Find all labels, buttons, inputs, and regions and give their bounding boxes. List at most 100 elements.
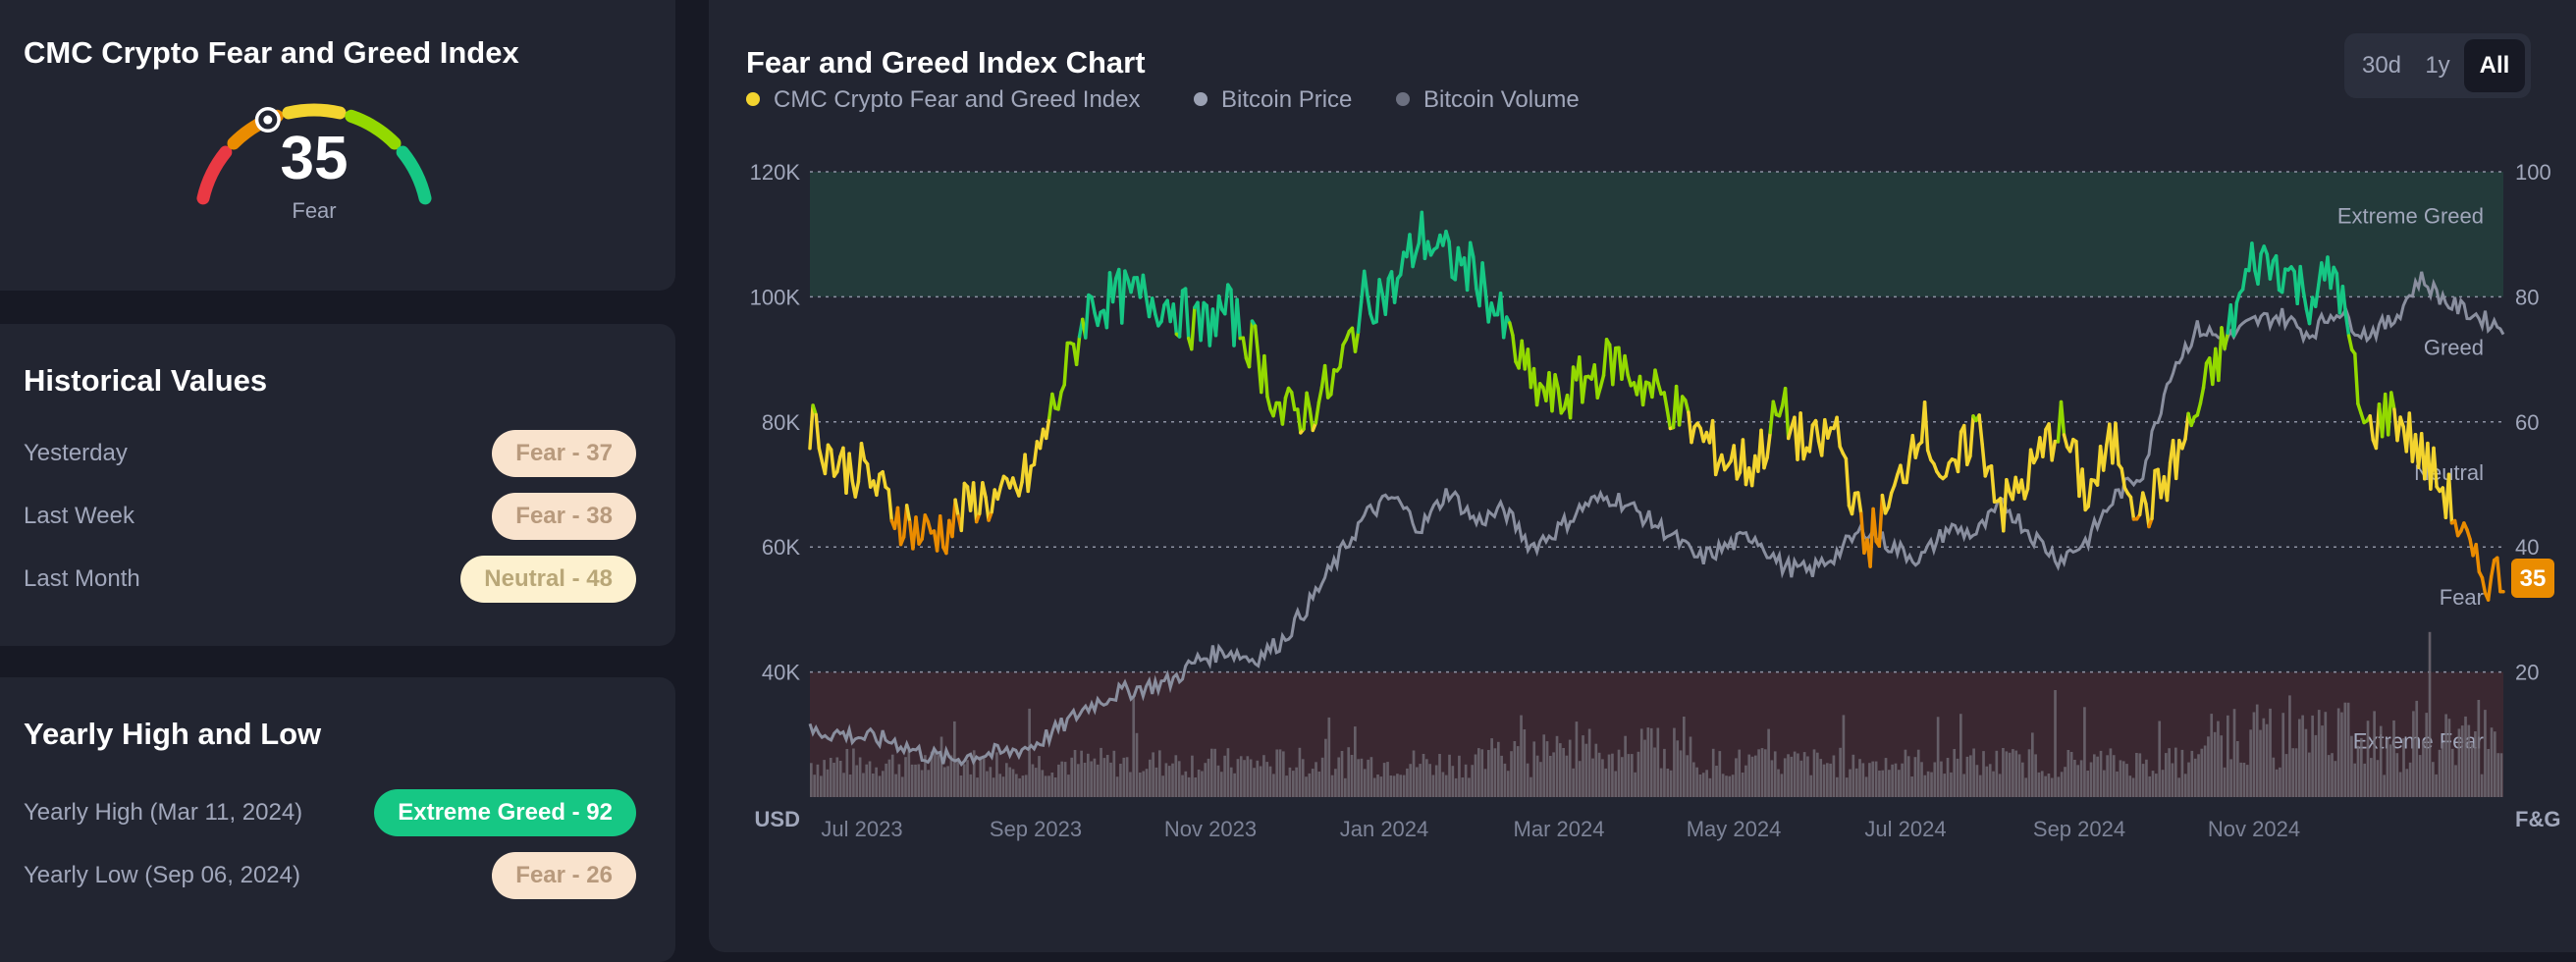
fear-greed-line-segment [1713,421,1716,475]
volume-bar [2184,774,2187,797]
volume-bar [1279,749,1282,797]
volume-bar [1901,764,1904,797]
fear-greed-line-segment [1734,446,1737,479]
fear-greed-line-segment [1686,401,1689,412]
volume-bar [2409,763,2412,797]
volume-bar [2155,774,2158,797]
volume-bar [2444,715,2447,798]
volume-bar [1972,749,1975,798]
volume-bar [1907,756,1910,797]
volume-bar [2197,754,2200,797]
volume-bar [2191,751,2194,797]
current-value-badge-text: 35 [2520,565,2547,592]
fear-greed-line-segment [1600,375,1603,387]
fear-greed-line-segment [1513,336,1516,362]
volume-bar [1556,736,1559,797]
volume-bar [2224,768,2227,797]
volume-bar [2279,768,2281,797]
fear-greed-line-segment [883,472,886,487]
fear-greed-line-segment [2070,440,2073,452]
volume-bar [852,749,855,798]
volume-bar [1171,764,1174,797]
fear-greed-line-segment [1028,466,1031,491]
volume-bar [1628,754,1631,797]
volume-bar [830,758,832,797]
volume-bar [2392,721,2395,797]
volume-bar [1054,777,1057,797]
volume-bar [1604,769,1607,797]
fear-greed-line-segment [1201,303,1204,341]
volume-bar [2406,769,2409,797]
fear-greed-line-segment [2204,363,2207,388]
fear-greed-line-segment [855,482,858,497]
historical-values-card: Historical Values Yesterday Fear - 37 La… [0,324,675,646]
volume-bar [2360,738,2363,797]
volume-bar [1566,756,1569,797]
fear-greed-line-segment [1086,295,1089,338]
volume-bar [1396,774,1399,797]
fear-greed-line-segment [1052,395,1055,408]
volume-bar [849,775,852,797]
volume-bar [1494,748,1497,797]
volume-bar [2383,775,2386,797]
volume-bar [1084,763,1087,797]
volume-bar [1510,751,1513,797]
volume-bar [2334,761,2337,797]
volume-bar [2464,717,2467,797]
volume-bar [1217,766,1220,797]
fear-greed-line-segment [849,454,852,481]
volume-bar [2484,710,2487,797]
volume-bar [1813,749,1816,797]
volume-bar [986,772,989,797]
fear-greed-line-segment [1359,302,1362,333]
volume-bar [875,768,878,797]
fear-greed-line-segment [1537,384,1540,405]
volume-bar [1657,728,1660,798]
volume-bar [2439,750,2442,797]
volume-bar [1579,761,1582,797]
volume-bar [1344,778,1347,797]
volume-bar [1282,751,1285,797]
volume-bar [1497,742,1500,797]
volume-bar [1618,750,1621,797]
fear-greed-line-segment [1809,425,1812,452]
volume-bar [2253,713,2256,798]
fear-greed-line-segment [2225,333,2227,348]
volume-bar [1767,729,1770,797]
volume-bar [1520,716,1523,797]
volume-bar [1670,771,1673,797]
fear-greed-line-segment [997,487,1000,500]
volume-bar [1022,775,1025,797]
volume-bar [2325,712,2328,797]
volume-bar [1047,775,1050,797]
fear-greed-line-segment [1034,442,1037,464]
fear-greed-line-segment [1216,296,1219,336]
volume-bar [1220,772,1223,797]
volume-bar [1719,751,1722,797]
volume-bar [827,770,830,797]
volume-bar [1976,765,1979,797]
volume-bar [1380,776,1383,797]
volume-bar [1262,755,1265,797]
volume-bar [1260,767,1262,798]
volume-bar [993,777,995,797]
volume-bar [2048,774,2051,797]
volume-bar [1475,755,1477,798]
volume-bar [1373,778,1376,798]
volume-bar [2152,771,2155,797]
volume-bar [2350,736,2353,797]
volume-bar [1302,759,1305,797]
volume-bar [1406,769,1409,797]
volume-bar [1103,758,1106,797]
volume-bar [1712,749,1715,797]
volume-bar [1168,766,1171,797]
fear-greed-line-segment [2065,435,2067,447]
volume-bar [1155,768,1158,797]
volume-bar [1539,762,1542,797]
volume-bar [2103,771,2106,797]
volume-bar [2288,695,2291,797]
fear-greed-line-segment [2349,336,2352,349]
volume-bar [1996,751,1999,797]
volume-bar [1930,773,1933,797]
